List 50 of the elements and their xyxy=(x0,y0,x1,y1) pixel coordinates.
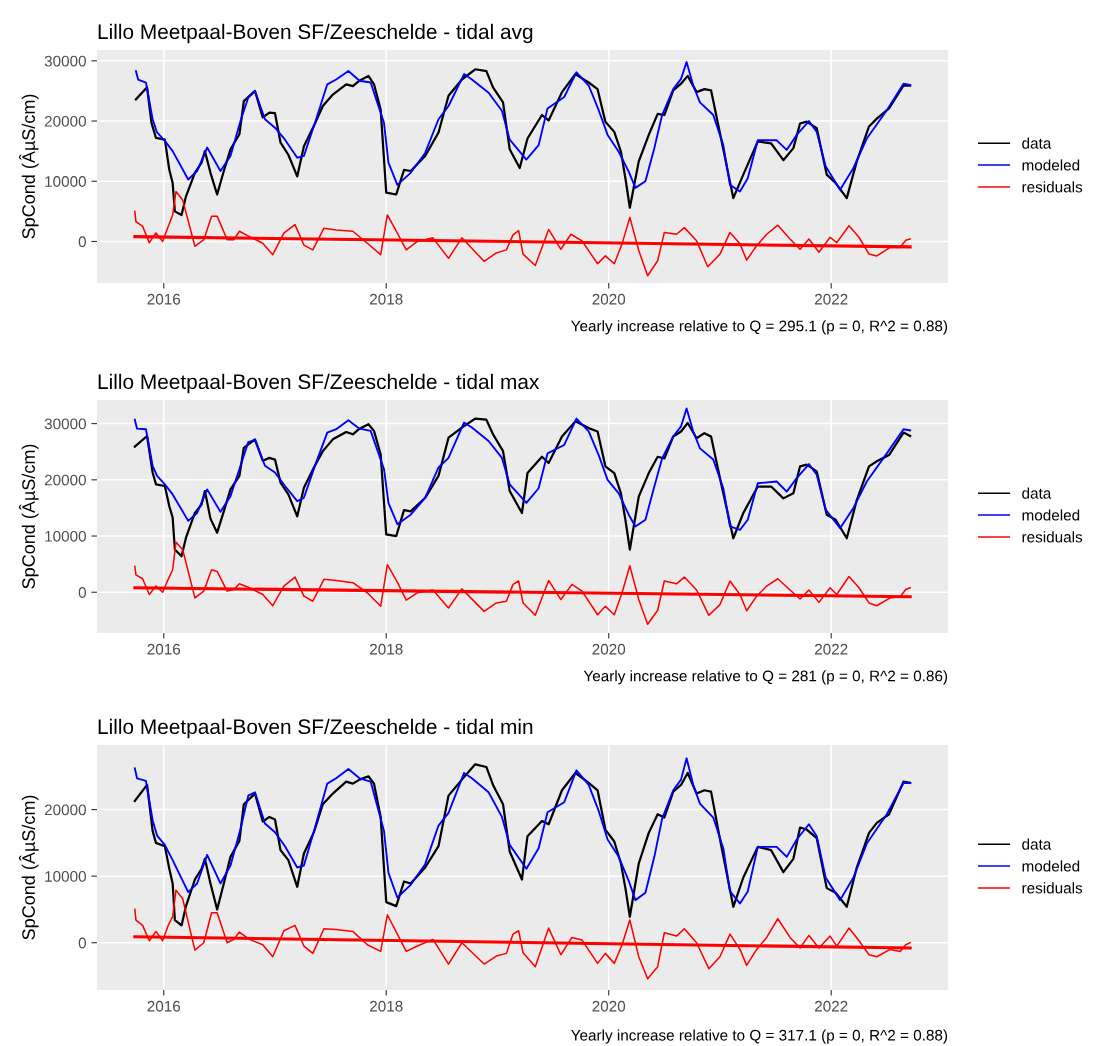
legend-label: data xyxy=(1022,487,1052,499)
x-tick-label: 2020 xyxy=(592,1000,626,1012)
y-tick-label: 0 xyxy=(78,937,86,949)
y-tick-label: 0 xyxy=(78,236,86,248)
legend-label: residuals xyxy=(1022,531,1083,543)
y-tick-label: 20000 xyxy=(44,474,86,486)
line-series xyxy=(133,417,912,558)
line-series xyxy=(134,541,911,626)
legend-label: data xyxy=(1022,838,1052,850)
legend-label: modeled xyxy=(1022,860,1080,872)
x-tick-label: 2022 xyxy=(814,1000,848,1012)
y-tick-label: 20000 xyxy=(44,115,86,127)
x-tick-label: 2016 xyxy=(147,293,181,305)
y-axis-title: SpCond (ÂµS/cm) xyxy=(19,94,39,239)
line-series xyxy=(134,889,911,980)
x-tick-label: 2018 xyxy=(370,293,403,305)
text: Yearly increase relative to Q = 295.1 (p = 0, R^2 = 0.88) xyxy=(571,320,948,335)
line-series xyxy=(133,763,912,927)
x-tick-label: 2016 xyxy=(147,643,181,655)
y-tick-label: 30000 xyxy=(44,418,86,430)
line-series xyxy=(134,61,912,193)
chart-title: Lillo Meetpaal-Boven SF/Zeeschelde - tidal min xyxy=(98,718,533,739)
y-tick-label: 10000 xyxy=(45,871,86,882)
x-tick-label: 2018 xyxy=(370,1000,403,1012)
text: Yearly increase relative to Q = 317.1 (p = 0, R^2 = 0.88) xyxy=(571,1029,948,1044)
x-tick-label: 2020 xyxy=(592,643,626,655)
text: Yearly increase relative to Q = 281 (p = 0, R^2 = 0.86) xyxy=(583,670,948,685)
y-tick-label: 10000 xyxy=(45,176,86,187)
legend-label: residuals xyxy=(1022,882,1083,894)
legend-label: modeled xyxy=(1022,509,1080,521)
chart-title: Lillo Meetpaal-Boven SF/Zeeschelde - tidal avg xyxy=(98,23,533,44)
legend-label: modeled xyxy=(1022,159,1080,171)
line-series xyxy=(133,757,912,905)
x-tick-label: 2020 xyxy=(592,293,626,305)
legend-label: residuals xyxy=(1022,181,1083,193)
y-tick-label: 30000 xyxy=(44,55,86,67)
legend-label: data xyxy=(1022,137,1052,149)
line-series xyxy=(133,407,912,531)
y-tick-label: 10000 xyxy=(45,530,86,542)
x-tick-label: 2016 xyxy=(147,1000,181,1012)
x-tick-label: 2022 xyxy=(814,293,848,305)
line-series xyxy=(134,68,912,217)
x-tick-label: 2022 xyxy=(814,643,848,655)
line-series xyxy=(134,190,911,277)
y-tick-label: 0 xyxy=(78,587,86,598)
chart-title: Lillo Meetpaal-Boven SF/Zeeschelde - tidal max xyxy=(98,373,540,394)
y-axis-title: SpCond (ÂµS/cm) xyxy=(19,795,39,940)
y-tick-label: 20000 xyxy=(44,804,86,816)
x-tick-label: 2018 xyxy=(370,643,403,655)
y-axis-title: SpCond (ÂµS/cm) xyxy=(19,444,39,589)
